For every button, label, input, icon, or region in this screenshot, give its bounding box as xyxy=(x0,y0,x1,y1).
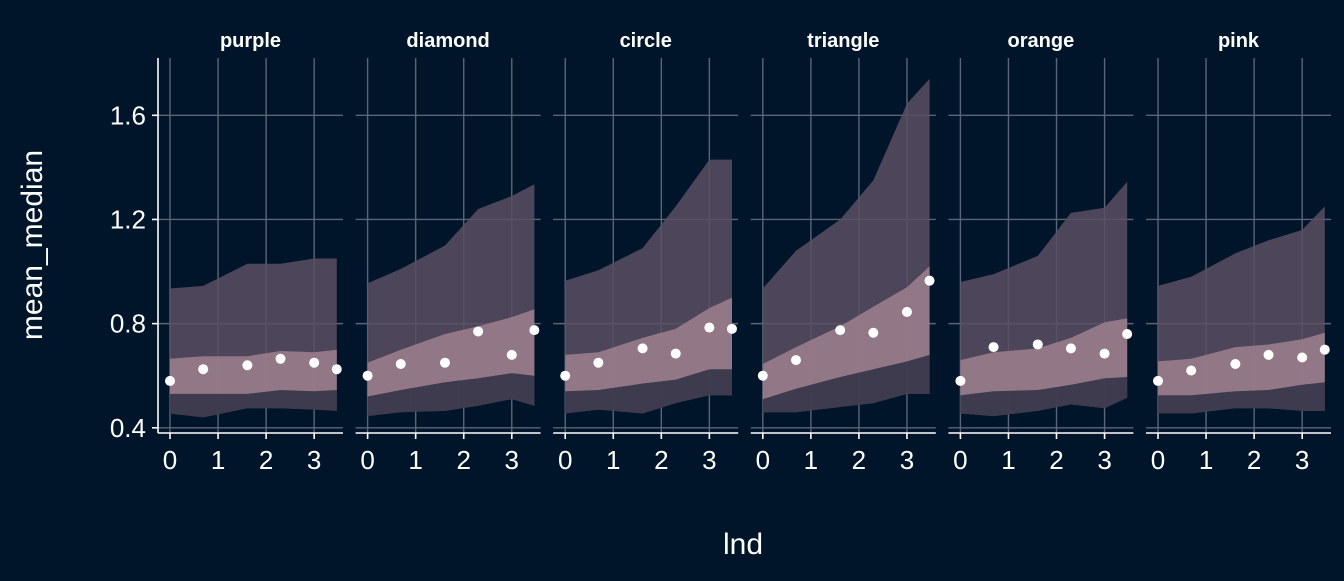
facet-panel-diamond: diamond 0 1 2 3 xyxy=(355,30,541,475)
data-point xyxy=(1122,329,1133,340)
y-tick-label: 1.2 xyxy=(110,204,146,234)
data-point xyxy=(1153,375,1164,386)
x-tick-label: 2 xyxy=(1247,445,1261,475)
data-point xyxy=(1065,343,1076,354)
data-point xyxy=(198,364,209,375)
data-point xyxy=(988,342,999,353)
data-point xyxy=(726,323,737,334)
y-tick-label: 0.4 xyxy=(110,413,146,443)
facet-panel-pink: pink 0 1 2 3 xyxy=(1146,30,1331,475)
facet-title: purple xyxy=(220,30,281,52)
facet-title: pink xyxy=(1218,30,1260,52)
inner-band xyxy=(960,318,1128,396)
data-point xyxy=(473,326,484,337)
lower-band xyxy=(762,354,930,413)
data-point xyxy=(309,357,320,368)
lower-band xyxy=(1158,382,1325,414)
data-point xyxy=(439,357,450,368)
lower-band xyxy=(960,377,1128,417)
x-axis-title: lnd xyxy=(723,528,763,561)
data-point xyxy=(704,322,715,333)
data-point xyxy=(242,360,253,371)
facet-title: orange xyxy=(1008,30,1075,52)
lower-band xyxy=(565,369,732,414)
data-point xyxy=(670,348,681,359)
data-point xyxy=(593,357,604,368)
x-tick-label: 3 xyxy=(307,445,321,475)
data-point xyxy=(529,325,540,336)
data-point xyxy=(506,349,517,360)
x-tick-label: 1 xyxy=(1199,445,1213,475)
data-point xyxy=(560,370,571,381)
x-tick-label: 3 xyxy=(702,445,716,475)
data-point xyxy=(275,353,286,364)
x-tick-label: 0 xyxy=(1151,445,1165,475)
facet-panel-orange: orange 0 1 2 3 xyxy=(948,30,1134,475)
x-tick-label: 2 xyxy=(1049,445,1063,475)
y-axis: 0.4 0.8 1.2 1.6 xyxy=(110,58,159,443)
y-tick-label: 0.8 xyxy=(110,309,146,339)
x-tick-label: 1 xyxy=(211,445,225,475)
data-point xyxy=(835,325,846,336)
data-point xyxy=(924,275,935,286)
x-tick-label: 0 xyxy=(163,445,177,475)
data-point xyxy=(1099,348,1110,359)
x-tick-label: 2 xyxy=(852,445,866,475)
x-tick-label: 0 xyxy=(360,445,374,475)
x-tick-label: 0 xyxy=(953,445,967,475)
inner-band xyxy=(1158,332,1325,396)
inner-band xyxy=(367,309,535,397)
y-tick-label: 1.6 xyxy=(110,100,146,130)
data-point xyxy=(1319,344,1330,355)
data-point xyxy=(1263,349,1274,360)
facet-panel-circle: circle 0 1 2 3 xyxy=(553,30,739,475)
facet-title: circle xyxy=(620,30,672,52)
data-point xyxy=(790,355,801,366)
facet-title: diamond xyxy=(406,30,489,52)
data-point xyxy=(165,375,176,386)
facet-panels: purple 0 1 2 3 diamond 0 1 2 3 circle 0 1 2 3 triangle 0… xyxy=(158,30,1331,475)
data-point xyxy=(1297,352,1308,363)
inner-band xyxy=(565,297,732,392)
inner-band xyxy=(170,349,337,394)
x-tick-label: 1 xyxy=(606,445,620,475)
lower-band xyxy=(170,390,337,418)
data-point xyxy=(331,364,342,375)
x-tick-label: 1 xyxy=(1001,445,1015,475)
data-point xyxy=(1032,339,1043,350)
facet-title: triangle xyxy=(807,30,879,52)
data-point xyxy=(362,370,373,381)
x-tick-label: 2 xyxy=(456,445,470,475)
data-point xyxy=(1230,358,1241,369)
data-point xyxy=(868,327,879,338)
x-tick-label: 3 xyxy=(1295,445,1309,475)
data-point xyxy=(395,358,406,369)
x-tick-label: 3 xyxy=(505,445,519,475)
y-axis-title: mean_median xyxy=(16,150,49,340)
data-point xyxy=(955,375,966,386)
x-tick-label: 3 xyxy=(1097,445,1111,475)
x-tick-label: 0 xyxy=(756,445,770,475)
data-point xyxy=(1186,365,1197,376)
x-tick-label: 1 xyxy=(804,445,818,475)
data-point xyxy=(637,343,648,354)
x-tick-label: 1 xyxy=(408,445,422,475)
x-tick-label: 3 xyxy=(900,445,914,475)
x-tick-label: 2 xyxy=(654,445,668,475)
x-tick-label: 0 xyxy=(558,445,572,475)
data-point xyxy=(901,306,912,317)
data-point xyxy=(757,370,768,381)
facet-panel-triangle: triangle 0 1 2 3 xyxy=(750,30,936,475)
facet-panel-purple: purple 0 1 2 3 xyxy=(158,30,343,475)
lower-band xyxy=(367,373,535,417)
inner-band xyxy=(762,266,930,400)
x-tick-label: 2 xyxy=(259,445,273,475)
